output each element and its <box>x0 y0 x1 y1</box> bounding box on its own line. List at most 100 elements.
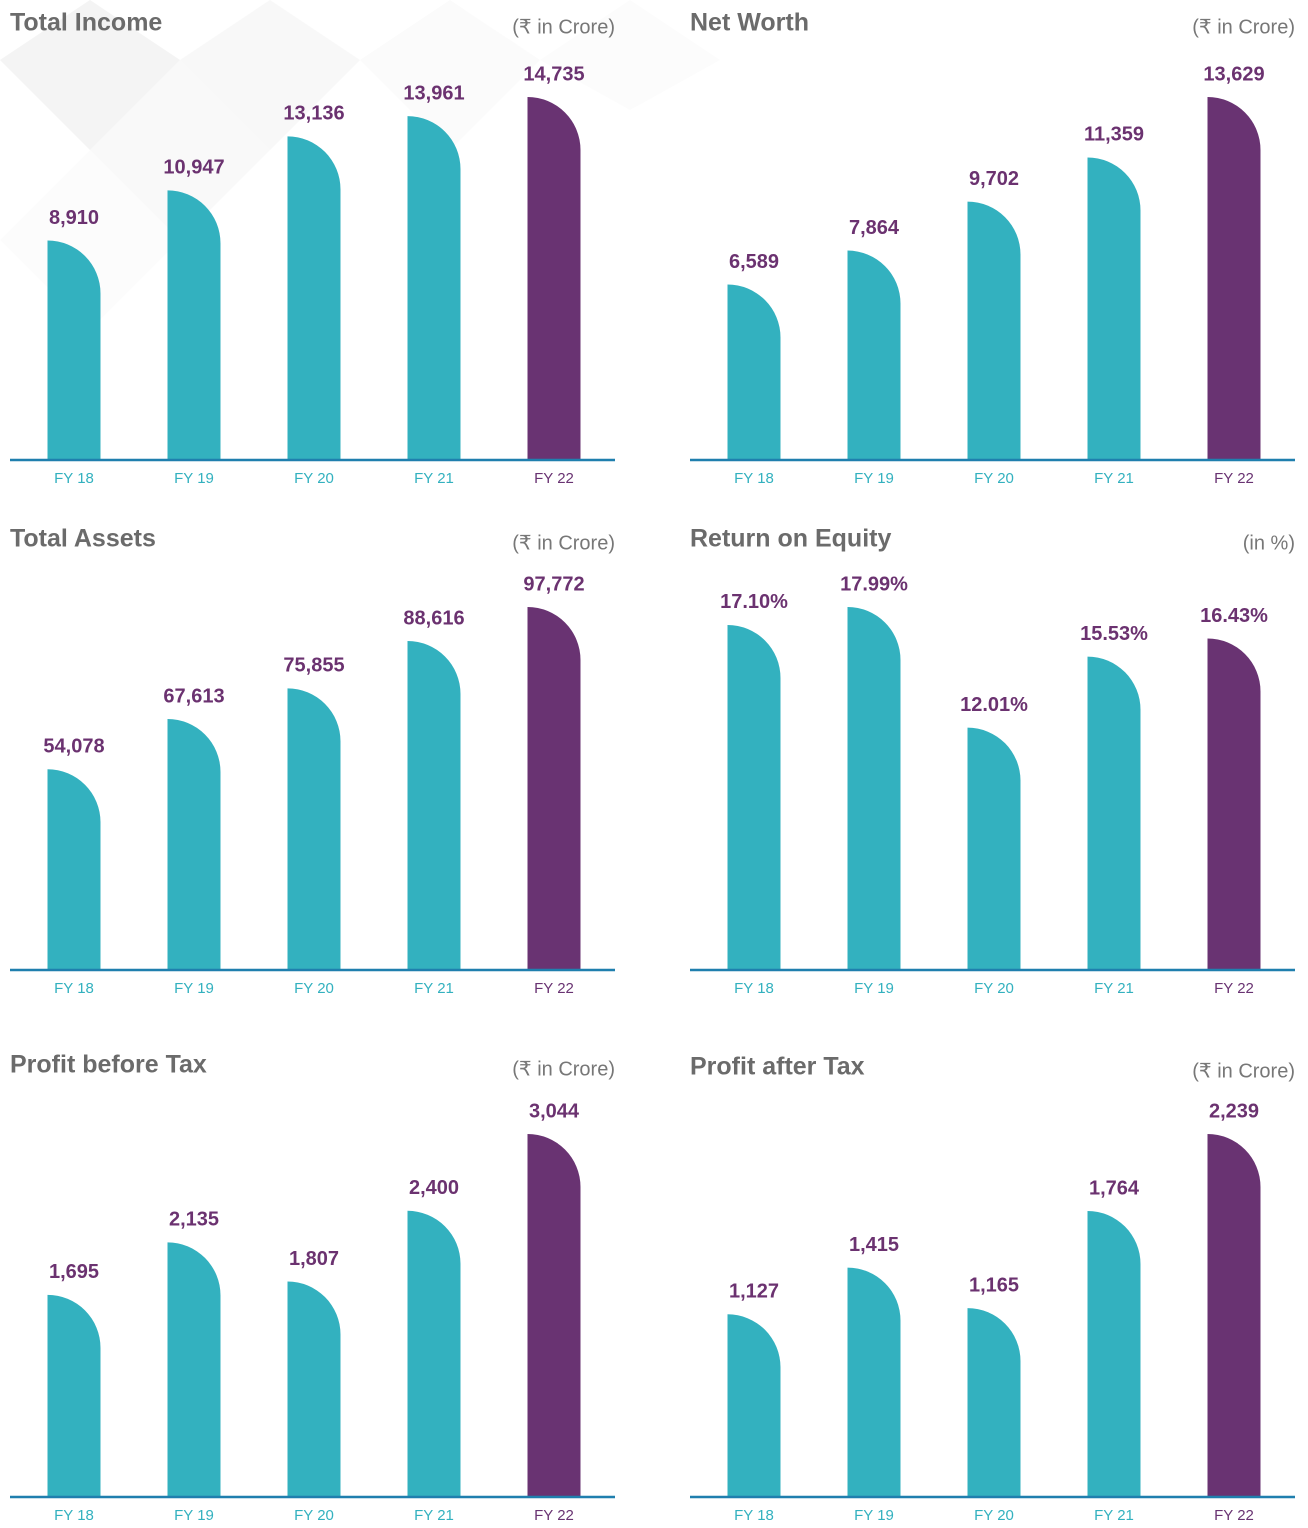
x-tick-label: FY 18 <box>734 1507 774 1524</box>
bar <box>47 240 101 460</box>
bar <box>1087 1211 1141 1497</box>
value-label: 2,135 <box>169 1209 219 1231</box>
chart: Net Worth (₹ in Crore) 6,589 FY 18 7,864 FY 1… <box>690 9 1295 487</box>
chart: Profit before Tax (₹ in Crore) 1,695 FY 18 2… <box>10 1051 615 1524</box>
value-label: 13,629 <box>1203 63 1264 85</box>
bar <box>847 250 901 460</box>
value-label: 1,415 <box>849 1234 899 1256</box>
unit-label: (₹ in Crore) <box>512 16 615 38</box>
value-label: 13,136 <box>283 103 344 125</box>
bar <box>527 1134 581 1497</box>
bar <box>167 718 221 970</box>
value-label: 8,910 <box>49 207 99 229</box>
bar <box>287 1281 341 1497</box>
x-tick-label: FY 20 <box>974 980 1014 997</box>
chart: Total Income (₹ in Crore) 8,910 FY 18 10,947… <box>10 9 615 487</box>
chart-title: Return on Equity <box>690 525 891 553</box>
x-tick-label: FY 18 <box>54 1507 94 1524</box>
x-tick-label: FY 19 <box>854 980 894 997</box>
bar <box>967 727 1021 970</box>
value-label: 75,855 <box>283 655 344 677</box>
x-tick-label: FY 21 <box>414 1507 454 1524</box>
bar <box>1207 638 1261 970</box>
x-tick-label: FY 18 <box>54 470 94 487</box>
bar <box>527 607 581 970</box>
chart-title: Profit after Tax <box>690 1053 865 1081</box>
bar <box>727 624 781 970</box>
x-tick-label: FY 22 <box>1214 1507 1254 1524</box>
bar <box>847 1267 901 1497</box>
chart-title: Total Income <box>10 9 162 37</box>
x-tick-label: FY 20 <box>294 1507 334 1524</box>
x-tick-label: FY 18 <box>734 980 774 997</box>
x-tick-label: FY 19 <box>854 470 894 487</box>
bar <box>1087 157 1141 460</box>
bar <box>967 1308 1021 1497</box>
value-label: 88,616 <box>403 607 464 629</box>
value-label: 2,400 <box>409 1177 459 1199</box>
value-label: 1,695 <box>49 1261 99 1283</box>
value-label: 1,127 <box>729 1281 779 1303</box>
value-label: 15.53% <box>1080 623 1148 645</box>
value-label: 11,359 <box>1084 124 1144 146</box>
x-tick-label: FY 21 <box>414 980 454 997</box>
x-tick-label: FY 18 <box>54 980 94 997</box>
chart: Return on Equity (in %) 17.10% FY 18 17.99% F… <box>690 525 1295 997</box>
bar <box>1207 1134 1261 1497</box>
value-label: 16.43% <box>1200 605 1268 627</box>
value-label: 2,239 <box>1209 1100 1259 1122</box>
x-tick-label: FY 20 <box>294 470 334 487</box>
chart-title: Total Assets <box>10 525 156 553</box>
value-label: 3,044 <box>529 1100 580 1122</box>
value-label: 1,807 <box>289 1248 339 1270</box>
unit-label: (₹ in Crore) <box>512 1058 615 1080</box>
bar <box>287 688 341 970</box>
value-label: 1,165 <box>969 1274 1019 1296</box>
x-tick-label: FY 21 <box>414 470 454 487</box>
bar <box>47 1294 101 1497</box>
chart: Total Assets (₹ in Crore) 54,078 FY 18 67,61… <box>10 525 615 997</box>
x-tick-label: FY 22 <box>534 470 574 487</box>
x-tick-label: FY 19 <box>854 1507 894 1524</box>
chart: Profit after Tax (₹ in Crore) 1,127 FY 18 1,… <box>690 1053 1295 1524</box>
x-tick-label: FY 21 <box>1094 1507 1134 1524</box>
x-tick-label: FY 21 <box>1094 980 1134 997</box>
bar <box>1087 656 1141 970</box>
value-label: 7,864 <box>849 217 900 239</box>
value-label: 9,702 <box>969 168 1019 190</box>
x-tick-label: FY 18 <box>734 470 774 487</box>
chart-title: Net Worth <box>690 9 809 37</box>
x-tick-label: FY 22 <box>534 1507 574 1524</box>
value-label: 1,764 <box>1089 1177 1140 1199</box>
bar <box>407 640 461 970</box>
bar <box>727 1314 781 1497</box>
bar <box>967 201 1021 461</box>
unit-label: (₹ in Crore) <box>1192 16 1295 38</box>
value-label: 6,589 <box>729 251 779 273</box>
bar <box>1207 97 1261 460</box>
x-tick-label: FY 20 <box>974 470 1014 487</box>
unit-label: (₹ in Crore) <box>1192 1060 1295 1082</box>
value-label: 67,613 <box>163 685 224 707</box>
bar <box>527 97 581 460</box>
chart-title: Profit before Tax <box>10 1051 207 1079</box>
value-label: 12.01% <box>960 694 1028 716</box>
background-pattern <box>0 0 720 330</box>
x-tick-label: FY 22 <box>1214 470 1254 487</box>
bar <box>167 190 221 460</box>
unit-label: (in %) <box>1243 532 1295 554</box>
value-label: 17.10% <box>720 591 788 613</box>
bar <box>287 136 341 460</box>
value-label: 10,947 <box>163 157 224 179</box>
value-label: 14,735 <box>523 63 584 85</box>
x-tick-label: FY 22 <box>534 980 574 997</box>
x-tick-label: FY 22 <box>1214 980 1254 997</box>
bar <box>167 1242 221 1497</box>
x-tick-label: FY 19 <box>174 1507 214 1524</box>
value-label: 13,961 <box>403 82 464 104</box>
bar <box>847 607 901 970</box>
bar <box>727 284 781 460</box>
bar <box>47 769 101 970</box>
x-tick-label: FY 21 <box>1094 470 1134 487</box>
